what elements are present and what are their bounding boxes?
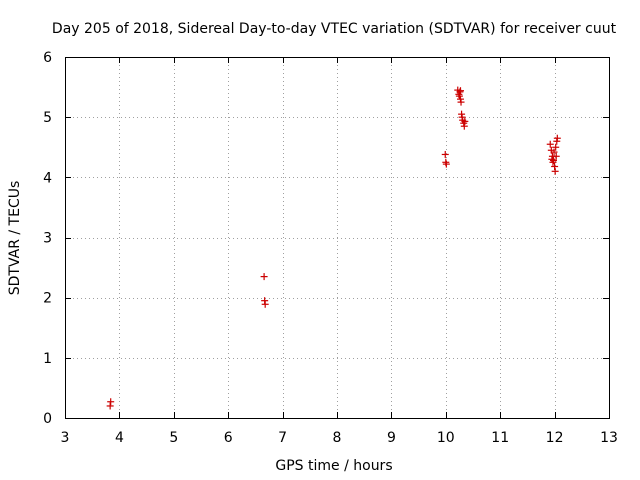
data-point: [553, 134, 561, 142]
chart-title: Day 205 of 2018, Sidereal Day-to-day VTE…: [52, 21, 617, 37]
x-tick-label: 10: [437, 430, 455, 446]
data-point: [546, 140, 554, 148]
y-tick-label: 3: [43, 231, 52, 247]
x-tick-label: 12: [546, 430, 564, 446]
data-point: [461, 117, 469, 125]
data-point: [552, 152, 560, 160]
data-point: [107, 398, 115, 406]
x-tick-label: 8: [333, 430, 342, 446]
data-point: [441, 150, 449, 158]
y-tick-label: 6: [43, 50, 52, 66]
x-tick-label: 3: [61, 430, 70, 446]
y-tick-label: 4: [43, 170, 52, 186]
axis-ticks: [65, 57, 610, 419]
data-point: [550, 156, 558, 164]
data-point: [442, 160, 450, 168]
y-tick-labels: 0 1 2 3 4 5 6: [43, 50, 52, 427]
data-point: [552, 143, 560, 151]
data-point: [551, 167, 559, 175]
x-tick-label: 9: [387, 430, 396, 446]
x-tick-label: 4: [115, 430, 124, 446]
x-tick-label: 13: [600, 430, 618, 446]
y-tick-label: 5: [43, 110, 52, 126]
y-tick-label: 0: [43, 411, 52, 427]
data-point: [261, 300, 269, 308]
data-points: [106, 86, 561, 410]
data-point: [457, 98, 465, 106]
grid-lines: [65, 57, 609, 418]
x-tick-label: 7: [278, 430, 287, 446]
x-tick-label: 5: [169, 430, 178, 446]
x-tick-labels: 3 4 5 6 7 8 9 10 11 12 13: [61, 430, 618, 446]
data-point: [260, 273, 268, 281]
y-axis-label: SDTVAR / TECUs: [7, 181, 23, 296]
y-tick-label: 1: [43, 351, 52, 367]
data-point: [456, 87, 464, 95]
x-axis-label: GPS time / hours: [275, 458, 392, 474]
x-tick-label: 11: [491, 430, 509, 446]
x-tick-label: 6: [224, 430, 233, 446]
data-point: [550, 148, 558, 156]
y-tick-label: 2: [43, 291, 52, 307]
